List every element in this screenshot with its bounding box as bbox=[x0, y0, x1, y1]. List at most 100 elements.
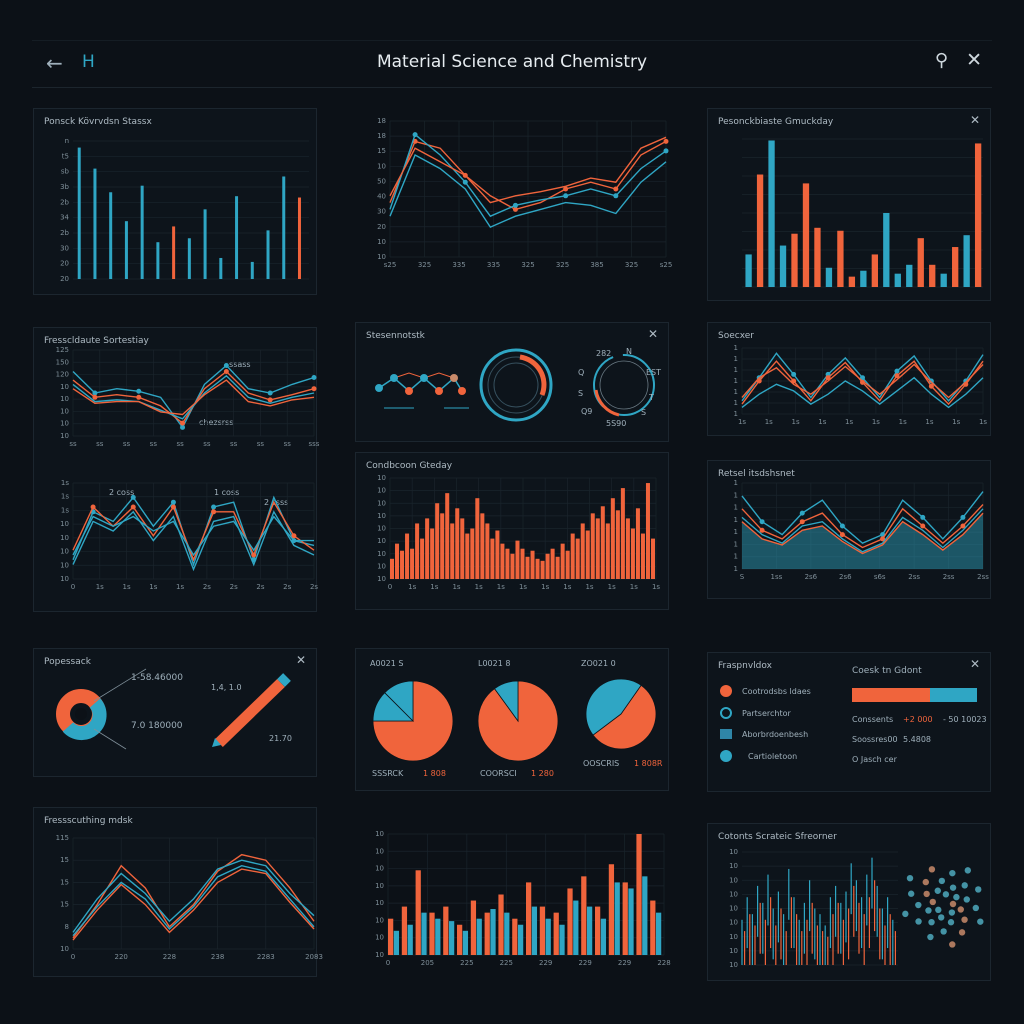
atom bbox=[953, 893, 960, 901]
atom bbox=[902, 910, 909, 918]
histogram-bar bbox=[405, 533, 410, 579]
x-tick-label: ss bbox=[123, 440, 131, 448]
bar bbox=[457, 924, 463, 955]
stat-value: 5.4808 bbox=[903, 735, 931, 744]
data-point bbox=[92, 390, 98, 396]
x-tick-label: s25 bbox=[660, 261, 673, 269]
bar bbox=[235, 196, 239, 279]
atom bbox=[927, 933, 934, 941]
bar bbox=[77, 147, 81, 279]
bar bbox=[756, 174, 764, 287]
bar bbox=[848, 276, 856, 287]
series-line bbox=[741, 363, 984, 399]
atom bbox=[938, 914, 945, 921]
atom bbox=[925, 907, 932, 914]
data-point bbox=[759, 519, 765, 525]
arrow-left-icon[interactable]: ← bbox=[46, 51, 63, 75]
atom bbox=[977, 918, 984, 925]
atom bbox=[922, 878, 929, 886]
histogram-bar bbox=[585, 530, 590, 579]
bar bbox=[517, 924, 524, 955]
atom bbox=[923, 890, 930, 898]
x-tick-label: 1s bbox=[96, 583, 104, 591]
bar bbox=[567, 888, 573, 955]
histogram-bar bbox=[635, 508, 640, 579]
atom bbox=[949, 941, 956, 948]
y-tick-label: 1 bbox=[734, 528, 738, 536]
data-point bbox=[291, 533, 297, 539]
histogram-bar bbox=[445, 493, 450, 579]
x-tick-label: ss bbox=[257, 440, 265, 448]
bar bbox=[187, 238, 191, 279]
y-tick-label: 10 bbox=[377, 525, 386, 533]
close-icon[interactable]: ✕ bbox=[969, 113, 980, 127]
histogram-bar bbox=[580, 523, 585, 579]
panel-legend-progress: Fraspnvldox ✕ Cootrodsbs ldaes Partserch… bbox=[707, 652, 991, 792]
histogram-bar bbox=[605, 523, 610, 579]
ring-label: S bbox=[641, 408, 647, 417]
atom bbox=[915, 918, 922, 925]
close-icon[interactable]: ✕ bbox=[966, 49, 982, 71]
y-tick-label: 10 bbox=[375, 865, 384, 873]
histogram-bar bbox=[520, 548, 525, 579]
histogram-bar bbox=[575, 538, 580, 579]
area-fill bbox=[742, 513, 983, 569]
bar bbox=[768, 140, 775, 287]
annotation: 2 coss bbox=[109, 488, 135, 497]
series-line bbox=[72, 379, 315, 416]
bar bbox=[940, 273, 947, 287]
panel-pie-charts: A0021 S L0021 8 ZO021 0 SSSRCK 1 808 COO… bbox=[355, 648, 669, 791]
atom bbox=[963, 896, 970, 903]
y-tick-label: 1 bbox=[734, 355, 738, 363]
y-tick-label: 10 bbox=[377, 499, 386, 507]
data-point bbox=[825, 375, 831, 381]
ring-label: T bbox=[649, 393, 654, 402]
pie-slice bbox=[592, 684, 657, 750]
pie-label: A0021 S bbox=[370, 659, 404, 668]
x-tick-label: 1s bbox=[563, 583, 571, 591]
atom bbox=[949, 900, 957, 908]
close-icon[interactable]: ✕ bbox=[969, 657, 980, 671]
bar bbox=[429, 912, 435, 955]
data-point bbox=[613, 186, 619, 192]
y-tick-label: 1 bbox=[734, 366, 738, 374]
panel-title: Pesonckbiaste Gmuckday bbox=[718, 117, 834, 127]
close-icon[interactable]: ✕ bbox=[647, 327, 658, 341]
y-tick-label: 10 bbox=[60, 548, 69, 556]
search-icon[interactable]: ⚲ bbox=[934, 50, 948, 71]
y-tick-label: 10 bbox=[377, 474, 386, 482]
ring-label: EST bbox=[646, 368, 662, 377]
bar bbox=[825, 267, 833, 287]
histogram-bar bbox=[485, 523, 490, 579]
x-tick-label: 1s bbox=[630, 583, 638, 591]
panel-title: Fressscuthing mdsk bbox=[44, 816, 133, 826]
data-point bbox=[311, 386, 317, 392]
data-point bbox=[894, 368, 900, 374]
y-tick-label: 10 bbox=[729, 876, 738, 884]
bar bbox=[595, 906, 601, 955]
close-icon[interactable]: ✕ bbox=[295, 653, 306, 667]
x-tick-label: 1s bbox=[979, 418, 987, 426]
x-tick-label: 1s bbox=[845, 418, 853, 426]
histogram-bar bbox=[610, 498, 615, 579]
spectrum-chart: 10 10 10 10 10 10 10 10 10 bbox=[729, 848, 898, 969]
pie-label: L0021 8 bbox=[478, 659, 511, 668]
histogram-bar bbox=[425, 518, 430, 579]
histogram-bar bbox=[500, 543, 505, 579]
panel-spectrum: Cotonts Scrateic Sfreorner 10 10 10 10 10 10 1… bbox=[707, 823, 991, 981]
gauge-icon bbox=[720, 750, 732, 762]
y-tick-label: 1 bbox=[734, 565, 738, 573]
bar bbox=[906, 264, 913, 287]
data-point bbox=[563, 186, 569, 192]
histogram-bar bbox=[560, 543, 565, 579]
x-tick-label: 1s bbox=[430, 583, 438, 591]
line-chart: 115 15 15 15 8 100 220 228 238 2283 2083 bbox=[56, 834, 323, 961]
data-point bbox=[799, 510, 805, 516]
series-line bbox=[389, 136, 667, 204]
y-tick-label: 20 bbox=[60, 275, 69, 283]
series-line bbox=[741, 508, 984, 553]
panel-title: Condbcoon Gteday bbox=[366, 461, 453, 471]
y-tick-label: 10 bbox=[729, 890, 738, 898]
atom bbox=[958, 929, 966, 936]
bar bbox=[917, 238, 924, 287]
